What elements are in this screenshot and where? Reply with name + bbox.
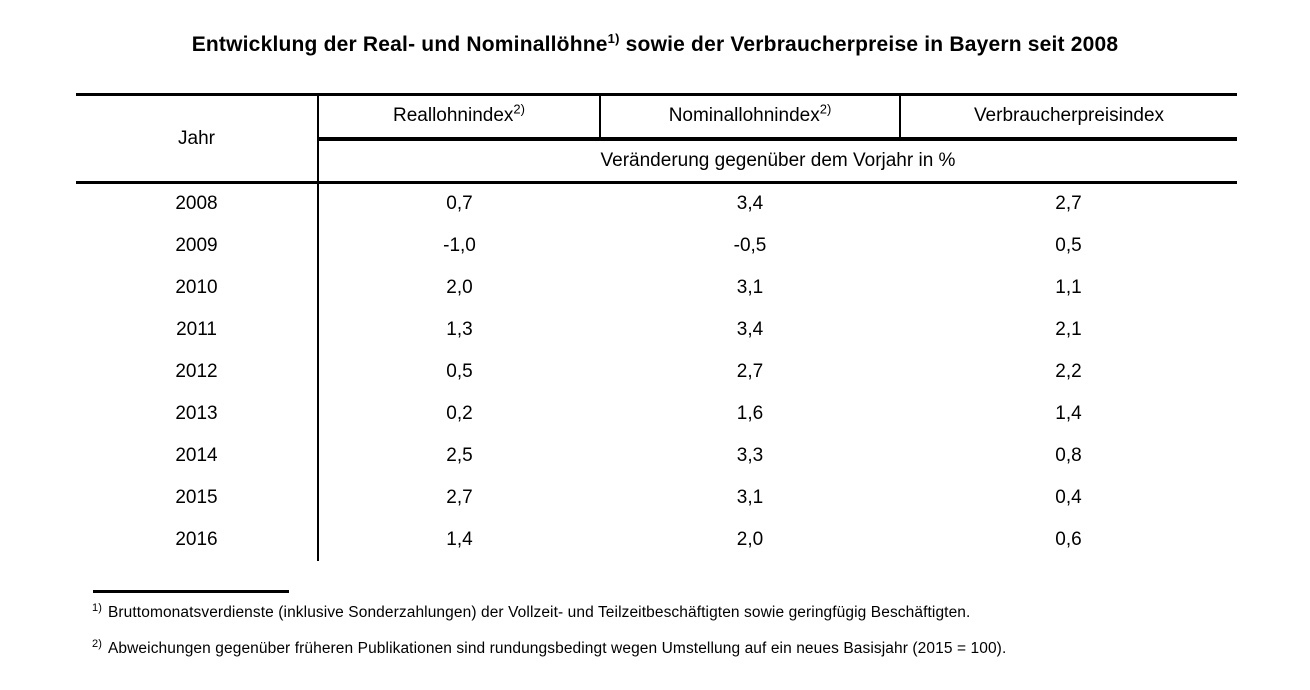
column-header-jahr: Jahr: [76, 94, 318, 184]
table-row: 2016 1,4 2,0 0,6: [76, 518, 1237, 561]
year-cell: 2014: [175, 444, 218, 466]
year-cell: 2009: [175, 234, 218, 256]
nominal-value-cell: 3,3: [736, 444, 764, 466]
title-text-post: sowie der Verbraucherpreise in Bayern se…: [619, 33, 1119, 56]
real-value-cell: 1,4: [317, 518, 600, 561]
column-header-verbraucherpreisindex: Verbraucherpreisindex: [899, 94, 1237, 141]
table-row: 2012 0,5 2,7 2,2: [76, 350, 1237, 393]
column-header-nominallohnindex: Nominallohnindex2): [599, 94, 900, 141]
nominal-value-cell: 1,6: [736, 402, 764, 424]
title-text-pre: Entwicklung der Real- und Nominallöhne: [191, 33, 608, 56]
cpi-value-cell: 2,2: [1055, 360, 1082, 382]
cpi-value-cell: 1,4: [1055, 402, 1082, 424]
year-cell: 2015: [175, 486, 218, 508]
year-cell: 2010: [175, 276, 218, 298]
table-row: 2013 0,2 1,6 1,4: [76, 392, 1237, 435]
table-row: 2014 2,5 3,3 0,8: [76, 434, 1237, 477]
nominal-value-cell: 3,4: [736, 318, 764, 340]
nominal-value-cell: 2,7: [736, 360, 764, 382]
real-value-cell: -1,0: [317, 224, 600, 267]
real-value-cell: 2,0: [317, 266, 600, 309]
header-row-2: Veränderung gegenüber dem Vorjahr in %: [76, 138, 1237, 184]
title-footnote-marker: 1): [607, 31, 620, 46]
footnote-1: 1) Bruttomonatsverdienste (inklusive Sond…: [92, 601, 971, 622]
real-value-cell: 0,2: [317, 392, 600, 435]
year-cell: 2008: [175, 193, 218, 215]
table-row: 2009 -1,0 -0,5 0,5: [76, 224, 1237, 267]
cpi-value-cell: 1,1: [1055, 276, 1082, 298]
real-value-cell: 0,5: [317, 350, 600, 393]
subheader-unit: Veränderung gegenüber dem Vorjahr in %: [317, 138, 1237, 184]
year-cell: 2011: [176, 318, 217, 340]
real-value-cell: 2,5: [317, 434, 600, 477]
cpi-value-cell: 0,8: [1055, 444, 1082, 466]
reallohnindex-label: Reallohnindex: [393, 105, 514, 127]
cpi-value-cell: 2,1: [1055, 318, 1082, 340]
table-row: 2008 0,7 3,4 2,7: [76, 182, 1237, 225]
nominal-value-cell: 3,1: [736, 486, 764, 508]
table-row: 2011 1,3 3,4 2,1: [76, 308, 1237, 351]
real-value-cell: 2,7: [317, 476, 600, 519]
table-row: 2010 2,0 3,1 1,1: [76, 266, 1237, 309]
data-table-container: Jahr Reallohnindex2) Nominallohnindex2) …: [76, 93, 1237, 561]
page-title: Entwicklung der Real- und Nominallöhne1)…: [0, 31, 1310, 57]
footnote-separator-rule: [93, 590, 289, 593]
cpi-value-cell: 0,6: [1055, 528, 1082, 550]
cpi-value-cell: 0,4: [1055, 486, 1082, 508]
header-row-1: Jahr Reallohnindex2) Nominallohnindex2) …: [76, 94, 1237, 184]
table-row: 2015 2,7 3,1 0,4: [76, 476, 1237, 519]
year-cell: 2016: [175, 528, 218, 550]
column-header-reallohnindex: Reallohnindex2): [317, 94, 600, 141]
nominal-value-cell: 2,0: [736, 528, 764, 550]
nominal-value-cell: 3,1: [736, 276, 764, 298]
footnote-1-text: Bruttomonatsverdienste (inklusive Sonder…: [107, 604, 971, 621]
nominallohnindex-label: Nominallohnindex: [668, 105, 820, 127]
reallohnindex-footnote-marker: 2): [513, 101, 525, 117]
nominal-value-cell: -0,5: [733, 234, 767, 256]
real-value-cell: 1,3: [317, 308, 600, 351]
year-cell: 2012: [175, 360, 218, 382]
nominal-value-cell: 3,4: [736, 193, 764, 215]
cpi-value-cell: 0,5: [1055, 234, 1082, 256]
footnote-2-marker: 2): [92, 637, 102, 650]
data-table: Jahr Reallohnindex2) Nominallohnindex2) …: [76, 93, 1237, 561]
nominallohnindex-footnote-marker: 2): [819, 101, 832, 117]
year-cell: 2013: [175, 402, 218, 424]
real-value-cell: 0,7: [317, 182, 600, 225]
footnote-2: 2) Abweichungen gegenüber früheren Publik…: [92, 637, 1007, 658]
cpi-value-cell: 2,7: [1055, 193, 1082, 215]
footnote-2-text: Abweichungen gegenüber früheren Publikat…: [107, 640, 1007, 657]
footnote-1-marker: 1): [92, 601, 102, 614]
